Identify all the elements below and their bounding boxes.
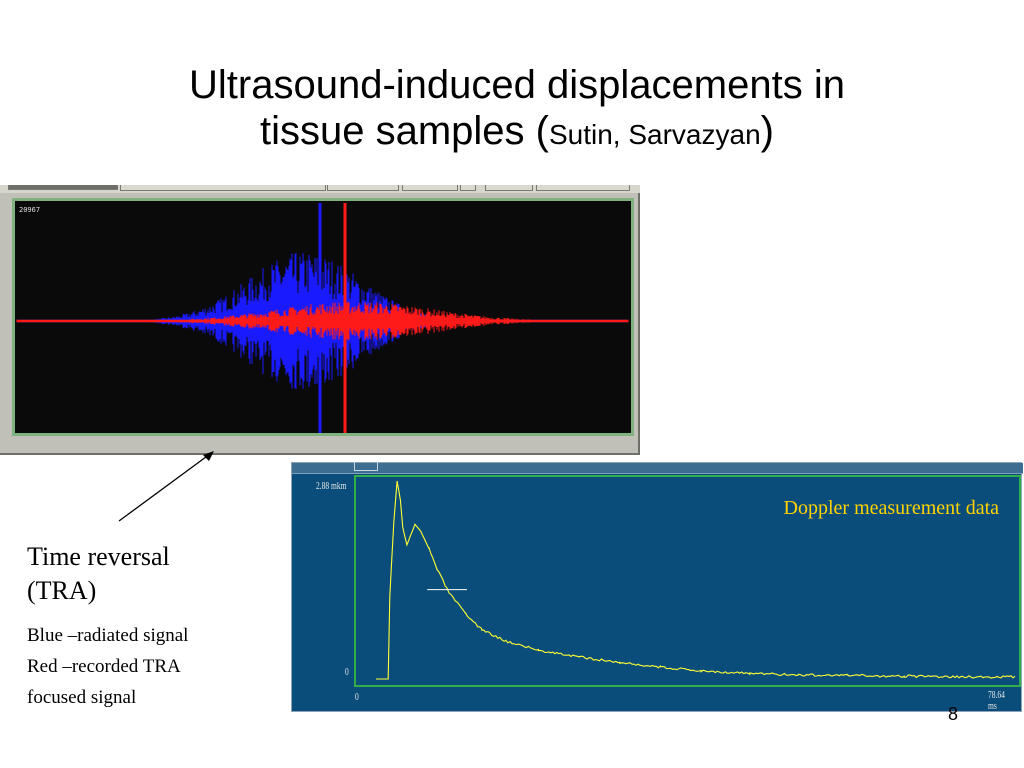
toolbar-button[interactable] [402, 185, 458, 191]
doppler-displacement-line [376, 480, 1016, 680]
doppler-tab[interactable] [354, 462, 378, 471]
toolbar-button[interactable] [8, 185, 118, 190]
toolbar-button[interactable] [485, 185, 533, 191]
doppler-plot-frame [354, 475, 1021, 687]
title-line-2-main: tissue samples ( [260, 109, 549, 153]
page-number: 8 [948, 704, 959, 724]
tra-waveform-display: 20967 [12, 198, 634, 436]
tra-title-line-2: (TRA) [27, 576, 97, 605]
slide-title: Ultrasound-induced displacements in tiss… [0, 62, 1024, 158]
y-max-label: 2.88 mkm [316, 481, 347, 492]
tra-title-line-1: Time reversal [27, 542, 170, 571]
doppler-window: 2.88 mkm 0 0 78.64 ms Doppler measuremen… [291, 462, 1023, 712]
title-line-2: tissue samples (Sutin, Sarvazyan) [0, 108, 1024, 158]
tra-description: Blue –radiated signal Red –recorded TRA … [27, 620, 287, 713]
tra-counter: 20967 [19, 206, 41, 214]
doppler-topbar [292, 462, 1023, 474]
tra-waveform-svg [16, 203, 629, 433]
toolbar-button[interactable] [327, 185, 399, 191]
y-min-label: 0 [345, 667, 349, 678]
toolbar-button[interactable] [120, 185, 326, 191]
recorded-tra-signal-trace [16, 203, 629, 433]
doppler-trace-svg [376, 480, 1016, 680]
pointer-arrow [118, 451, 214, 522]
toolbar-button[interactable] [536, 185, 630, 191]
tra-toolbar [0, 185, 640, 193]
tra-title: Time reversal (TRA) [27, 540, 267, 608]
title-line-2-end: ) [760, 109, 774, 153]
title-authors: Sutin, Sarvazyan [548, 119, 761, 150]
blue-signal-desc: Blue –radiated signal [27, 625, 189, 646]
title-line-1: Ultrasound-induced displacements in [189, 63, 845, 107]
x-max-label: 78.64 ms [988, 690, 1005, 712]
red-signal-desc-line-1: Red –recorded TRA [27, 656, 181, 677]
doppler-caption: Doppler measurement data [783, 497, 999, 519]
toolbar-button[interactable] [460, 185, 476, 191]
red-signal-desc-line-2: focused signal [27, 687, 137, 708]
tra-window: 20967 [0, 185, 640, 455]
x-min-label: 0 [355, 692, 359, 703]
